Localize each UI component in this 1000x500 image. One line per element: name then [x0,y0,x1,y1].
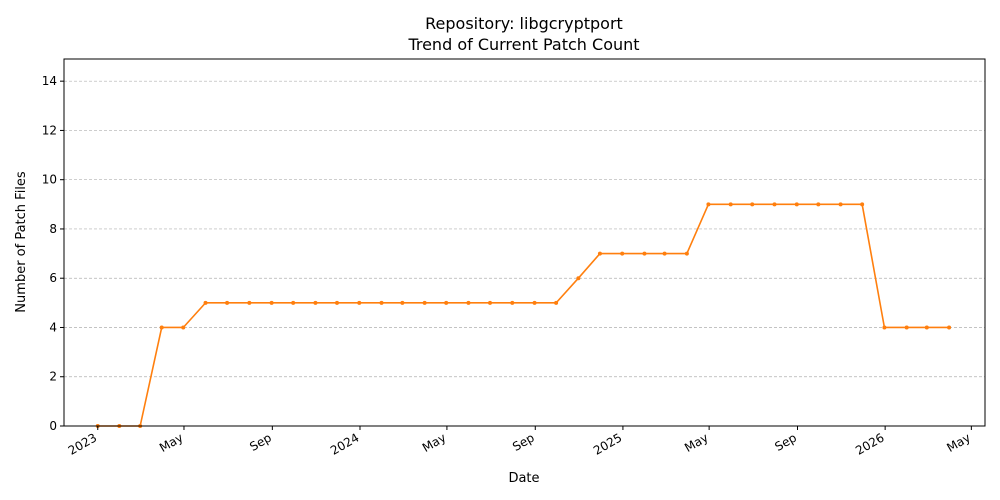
data-point [576,276,581,281]
data-point [444,300,449,305]
data-point [203,300,208,305]
data-point [379,300,384,305]
data-point [794,202,799,207]
y-axis-label: Number of Patch Files [14,171,29,313]
x-tick-label: 2023 [66,430,99,457]
x-tick-label: May [420,430,448,455]
plot-frame [63,58,986,427]
x-axis-ticks: 2023 May Sep 2024 May Sep 2025 May Sep 2026 May [66,426,973,458]
x-tick-label: Sep [510,430,537,453]
y-tick-label: 12 [42,123,57,137]
y-axis-ticks: 0 2 4 6 8 10 12 14 [42,74,64,433]
data-point [334,300,339,305]
data-point [706,202,711,207]
y-tick-label: 8 [49,222,57,236]
data-point [159,325,164,330]
data-point [400,300,405,305]
data-point [597,251,602,256]
data-point [684,251,689,256]
y-tick-label: 2 [49,370,57,384]
data-point [488,300,493,305]
series-layer [95,202,952,428]
y-tick-label: 4 [49,320,57,334]
data-point [225,300,230,305]
data-point [838,202,843,207]
y-tick-label: 0 [49,419,57,433]
x-tick-label: May [682,430,710,455]
x-tick-label: Sep [772,430,799,453]
data-point [882,325,887,330]
data-point [269,300,274,305]
data-point [816,202,821,207]
data-point [728,202,733,207]
data-point [181,325,186,330]
data-point [510,300,515,305]
x-tick-label: 2025 [591,430,624,457]
data-point [772,202,777,207]
data-point [924,325,929,330]
data-point [532,300,537,305]
y-gridlines [64,80,985,427]
x-tick-label: 2026 [853,430,886,457]
chart-title: Repository: libgcryptport [425,14,623,33]
data-point [291,300,296,305]
data-point [904,325,909,330]
data-point [750,202,755,207]
x-tick-label: 2024 [328,430,361,457]
x-axis-label: Date [508,471,539,486]
data-point [620,251,625,256]
x-tick-label: May [944,430,972,455]
y-tick-label: 10 [42,173,57,187]
y-tick-label: 6 [49,271,57,285]
data-point [466,300,471,305]
data-point [662,251,667,256]
series-line [97,203,950,427]
x-tick-label: Sep [247,430,274,453]
data-point [860,202,865,207]
data-point [642,251,647,256]
data-point [313,300,318,305]
data-point [357,300,362,305]
data-point [947,325,952,330]
y-tick-label: 14 [42,74,57,88]
x-tick-label: May [157,430,185,455]
data-point [247,300,252,305]
data-point [554,300,559,305]
chart-subtitle: Trend of Current Patch Count [407,35,639,54]
data-point [422,300,427,305]
